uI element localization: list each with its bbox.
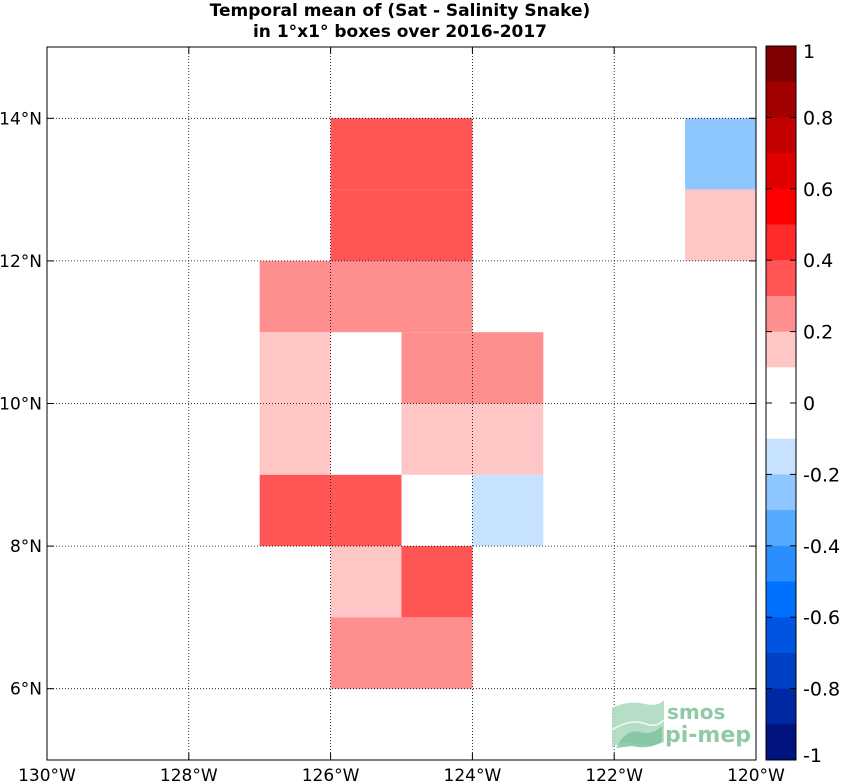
logo-text-smos: smos bbox=[667, 700, 725, 724]
heatmap-cell-2 bbox=[330, 189, 402, 261]
colorbar-swatch-4 bbox=[766, 188, 796, 225]
smos-pi-mep-logo: smos pi-mep bbox=[611, 700, 751, 748]
chart-title-line-1: Temporal mean of (Sat - Salinity Snake) bbox=[210, 1, 591, 21]
colorbar-swatch-3 bbox=[766, 153, 796, 190]
colorbar-swatch-1 bbox=[766, 81, 796, 118]
colorbar-swatch-0 bbox=[766, 46, 796, 83]
colorbar-tick-label-2: 0.6 bbox=[803, 179, 833, 201]
colorbar-swatch-11 bbox=[766, 438, 796, 475]
logo-text-pi-mep: pi-mep bbox=[665, 723, 751, 748]
colorbar-tick-label-1: 0.8 bbox=[803, 107, 833, 129]
chart-title: Temporal mean of (Sat - Salinity Snake) … bbox=[210, 1, 591, 42]
colorbar-swatch-5 bbox=[766, 224, 796, 261]
heatmap-cell-6 bbox=[401, 260, 473, 333]
heatmap-cell-1 bbox=[401, 118, 473, 190]
colorbar-tick-label-7: -0.4 bbox=[803, 536, 840, 558]
chart-title-line-2: in 1°x1° boxes over 2016-2017 bbox=[253, 22, 547, 42]
heatmap-cell-7 bbox=[259, 332, 331, 404]
colorbar: 1 0.8 0.6 0.4 0.2 0 -0.2 -0.4 -0.6 -0.8 -1 bbox=[765, 41, 840, 767]
colorbar-swatch-10 bbox=[766, 403, 796, 440]
x-tick-label-0: 130°W bbox=[18, 766, 76, 782]
colorbar-tick-label-6: -0.2 bbox=[803, 464, 840, 486]
colorbar-swatch-17 bbox=[766, 652, 796, 690]
colorbar-tick-label-4: 0.2 bbox=[803, 322, 833, 344]
colorbar-swatch-14 bbox=[766, 545, 796, 582]
y-tick-label-3: 12°N bbox=[0, 252, 42, 272]
gridlines bbox=[47, 47, 756, 760]
colorbar-swatch-19 bbox=[766, 724, 796, 761]
colorbar-swatches bbox=[766, 46, 796, 761]
x-tick-label-4: 122°W bbox=[585, 766, 643, 782]
colorbar-swatch-8 bbox=[766, 331, 796, 368]
heatmap-cell-3 bbox=[401, 189, 473, 261]
x-tick-label-1: 128°W bbox=[160, 766, 218, 782]
colorbar-swatch-2 bbox=[766, 117, 796, 154]
logo-wave-icon bbox=[611, 700, 665, 748]
y-tick-label-1: 8°N bbox=[10, 537, 42, 557]
x-tick-label-5: 120°W bbox=[727, 766, 785, 782]
heatmap-cell-13 bbox=[259, 474, 331, 547]
heatmap-cell-0 bbox=[330, 118, 402, 190]
heatmap-cell-18 bbox=[330, 617, 402, 689]
heatmap-cell-14 bbox=[330, 474, 402, 547]
colorbar-swatch-12 bbox=[766, 474, 796, 511]
colorbar-swatch-7 bbox=[766, 295, 796, 333]
colorbar-tick-label-9: -0.8 bbox=[803, 679, 840, 701]
colorbar-swatch-15 bbox=[766, 581, 796, 618]
colorbar-tick-label-5: 0 bbox=[803, 393, 815, 415]
y-tick-label-0: 6°N bbox=[10, 680, 42, 700]
colorbar-tick-label-8: -0.6 bbox=[803, 607, 840, 629]
x-tick-label-2: 126°W bbox=[302, 766, 360, 782]
colorbar-swatch-9 bbox=[766, 367, 796, 404]
heatmap-cell-15 bbox=[472, 474, 544, 547]
y-tick-label-2: 10°N bbox=[0, 395, 42, 415]
heatmap-cell-16 bbox=[330, 546, 402, 618]
y-tick-label-4: 14°N bbox=[0, 109, 42, 129]
axis-ticks: 130°W 128°W 126°W 124°W 122°W 120°W 6°N 8°N 10°N… bbox=[0, 47, 785, 782]
heatmap-cell-21 bbox=[685, 189, 756, 261]
heatmap-cell-20 bbox=[685, 118, 756, 190]
heatmap-cell-4 bbox=[259, 260, 331, 333]
heatmap-cell-12 bbox=[472, 403, 544, 475]
heatmap-cell-9 bbox=[472, 332, 544, 404]
heatmap-cell-17 bbox=[401, 546, 473, 618]
heatmap-cell-5 bbox=[330, 260, 402, 333]
heatmap-cell-11 bbox=[401, 403, 473, 475]
colorbar-ticks: 1 0.8 0.6 0.4 0.2 0 -0.2 -0.4 -0.6 -0.8 -1 bbox=[766, 41, 840, 767]
heatmap-cell-8 bbox=[401, 332, 473, 404]
colorbar-swatch-16 bbox=[766, 617, 796, 654]
colorbar-tick-label-10: -1 bbox=[803, 745, 822, 767]
colorbar-swatch-13 bbox=[766, 510, 796, 547]
heatmap-cells bbox=[259, 118, 756, 689]
x-tick-label-3: 124°W bbox=[444, 766, 502, 782]
heatmap-cell-10 bbox=[259, 403, 331, 475]
colorbar-swatch-18 bbox=[766, 688, 796, 725]
colorbar-swatch-6 bbox=[766, 260, 796, 297]
heatmap-cell-19 bbox=[401, 617, 473, 689]
colorbar-tick-label-3: 0.4 bbox=[803, 250, 833, 272]
colorbar-tick-label-0: 1 bbox=[803, 41, 815, 63]
